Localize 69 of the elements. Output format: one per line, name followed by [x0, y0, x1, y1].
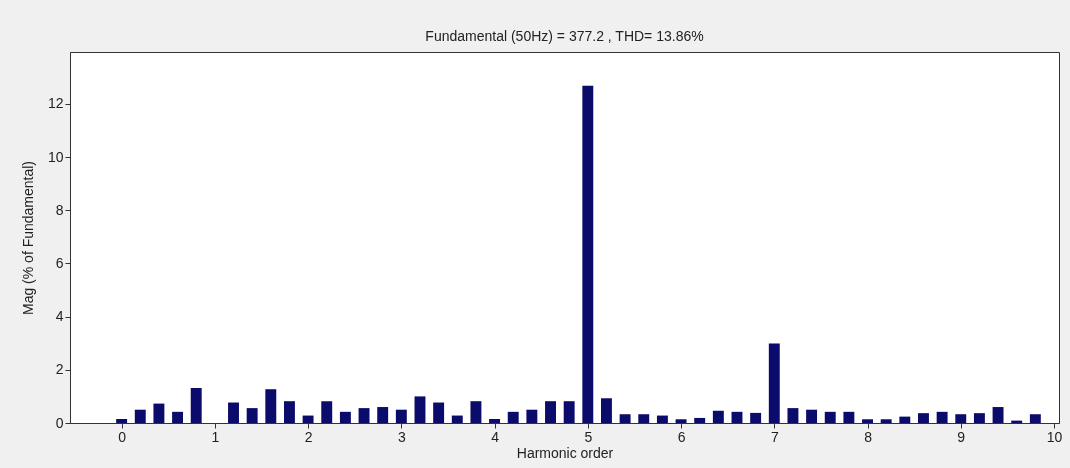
bar: [433, 402, 445, 423]
bar: [992, 407, 1004, 423]
bar: [600, 398, 612, 423]
bar: [507, 411, 519, 423]
x-tick-label: 3: [397, 428, 406, 445]
bar: [545, 401, 556, 423]
bar: [134, 409, 146, 423]
bar: [806, 409, 818, 423]
bar: [638, 414, 650, 423]
x-tick-label: 4: [491, 428, 500, 445]
x-tick-label: 2: [304, 428, 313, 445]
bar: [731, 411, 743, 423]
bar: [694, 417, 706, 423]
bar: [395, 409, 407, 423]
bar: [656, 415, 668, 423]
bar: [246, 408, 258, 423]
bar: [712, 410, 724, 423]
bar: [358, 408, 370, 423]
x-tick-label: 8: [864, 428, 873, 445]
x-tick-label: 10: [1046, 428, 1063, 445]
y-tick-label: 8: [55, 201, 64, 218]
bar: [973, 413, 985, 423]
y-tick-label: 2: [55, 361, 64, 378]
x-axis-title: Harmonic order: [516, 444, 614, 461]
bar: [1029, 414, 1041, 423]
bar: [619, 414, 631, 423]
bar: [582, 85, 594, 423]
x-tick-label: 1: [211, 428, 220, 445]
bar: [153, 403, 165, 423]
bar: [451, 415, 463, 423]
bar: [563, 401, 575, 423]
x-tick-label: 0: [118, 428, 127, 445]
x-tick-label: 9: [957, 428, 966, 445]
chart-title: Fundamental (50Hz) = 377.2 , THD= 13.86%: [425, 28, 704, 44]
bar: [843, 411, 855, 423]
bar: [955, 414, 967, 423]
bar: [862, 419, 873, 423]
bar: [172, 411, 184, 423]
bar: [899, 416, 911, 423]
bar: [470, 401, 482, 423]
bar: [787, 408, 799, 423]
bar: [936, 411, 948, 423]
y-tick-label: 0: [55, 414, 64, 431]
x-tick-label: 7: [770, 428, 779, 445]
bar: [228, 402, 239, 423]
bar: [489, 419, 501, 423]
bar: [190, 387, 202, 423]
x-tick-label: 6: [677, 428, 686, 445]
bar: [414, 396, 426, 423]
x-tick-label: 5: [584, 428, 593, 445]
bar: [768, 343, 780, 423]
bar: [918, 413, 929, 423]
bar: [880, 419, 892, 423]
bar: [302, 415, 314, 423]
bar: [321, 401, 333, 423]
y-axis-title: Mag (% of Fundamental): [19, 160, 36, 316]
y-tick-label: 4: [55, 308, 64, 325]
y-tick-label: 6: [55, 254, 64, 271]
y-tick-label: 10: [47, 148, 64, 165]
y-tick-label: 12: [47, 95, 64, 112]
bar: [526, 409, 538, 423]
bar: [824, 411, 836, 423]
bar: [377, 407, 389, 423]
bar: [265, 389, 277, 423]
bar: [675, 419, 687, 423]
bar: [339, 411, 351, 423]
bar: [283, 401, 295, 423]
bar: [750, 412, 762, 423]
bar: [116, 419, 128, 423]
